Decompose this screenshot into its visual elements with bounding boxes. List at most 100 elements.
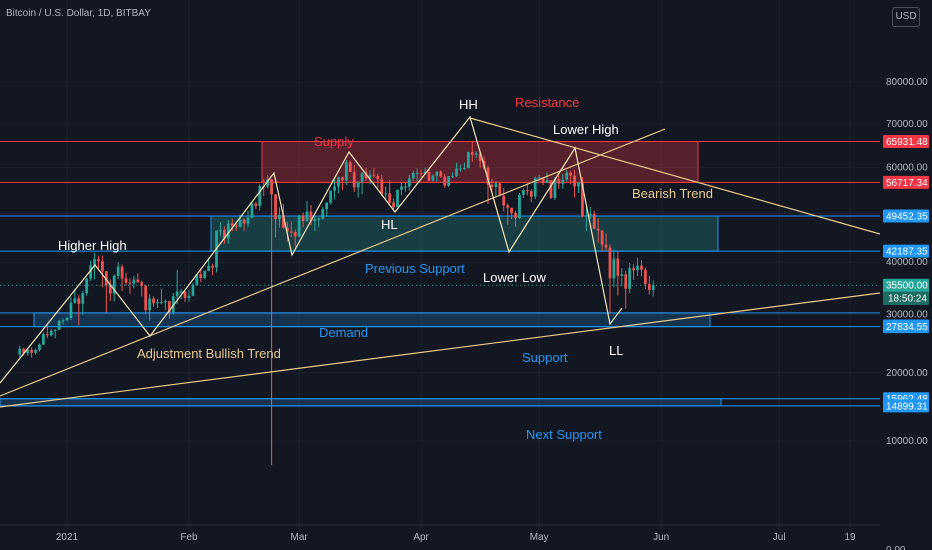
price-tag-label: 49452.35 xyxy=(886,212,928,223)
candle-body xyxy=(187,295,191,298)
candle-body xyxy=(569,172,573,176)
candle-body xyxy=(545,180,549,183)
candle-body xyxy=(392,202,395,208)
x-tick-label: 2021 xyxy=(56,532,79,543)
candle-body xyxy=(447,176,451,186)
x-tick-label: 19 xyxy=(844,532,856,543)
horizontal-levels xyxy=(0,140,880,407)
candle-body xyxy=(557,179,561,184)
candle-body xyxy=(337,177,340,187)
candles xyxy=(18,141,655,466)
price-tag xyxy=(883,134,929,148)
candle-body xyxy=(651,285,655,290)
candle-body xyxy=(636,265,639,271)
grid xyxy=(0,0,880,530)
candle-body xyxy=(577,182,580,187)
label-hl: HL xyxy=(381,217,398,232)
candle-body xyxy=(140,282,144,286)
candle-body xyxy=(376,176,380,180)
candle-body xyxy=(600,230,604,245)
candle-body xyxy=(498,183,502,196)
candle-body xyxy=(211,265,214,268)
candle-body xyxy=(608,247,612,279)
candle-body xyxy=(282,214,285,228)
candle-body xyxy=(278,214,281,220)
y-tick-label: 0.00 xyxy=(886,545,906,550)
price-tag-label: 35500.00 xyxy=(886,281,928,292)
annotations: Higher High Adjustment Bullish Trend Suppl… xyxy=(58,95,713,442)
candle-body xyxy=(238,219,242,227)
candle-body xyxy=(451,176,454,178)
candle-body xyxy=(30,349,33,353)
candle-body xyxy=(156,302,159,304)
candle-body xyxy=(219,230,222,232)
candle-body xyxy=(65,317,69,321)
price-tag xyxy=(883,209,929,223)
price-tag-label: 14899.31 xyxy=(886,401,928,412)
y-tick-label: 80000.00 xyxy=(886,77,928,88)
candle-body xyxy=(104,271,108,286)
candle-body xyxy=(400,186,403,190)
candle-body xyxy=(553,179,557,199)
candle-body xyxy=(478,153,482,161)
candle-body xyxy=(171,296,175,313)
candle-body xyxy=(45,334,49,336)
x-tick-label: Jun xyxy=(653,532,669,543)
candle-body xyxy=(640,265,643,270)
candle-body xyxy=(352,172,356,188)
y-tick-label: 20000.00 xyxy=(886,368,928,379)
price-tag xyxy=(883,399,929,413)
candle-body xyxy=(529,191,533,197)
candle-body xyxy=(85,278,89,294)
candle-body xyxy=(128,282,132,284)
candle-body xyxy=(490,184,494,187)
candle-body xyxy=(486,167,490,185)
candle-body xyxy=(89,265,92,279)
candle-body xyxy=(584,215,588,217)
candle-body xyxy=(61,320,65,322)
currency-button[interactable]: USD xyxy=(892,7,920,27)
countdown-label: 18:50:24 xyxy=(888,294,927,305)
candle-body xyxy=(124,278,128,283)
candle-body xyxy=(415,172,419,174)
candle-body xyxy=(455,168,458,177)
candle-body xyxy=(93,259,96,266)
candle-body xyxy=(223,230,226,239)
candle-body xyxy=(26,349,30,354)
candle-body xyxy=(581,182,584,216)
next-support-zone xyxy=(0,398,722,407)
candle-body xyxy=(313,219,317,222)
candle-body xyxy=(384,193,388,195)
zigzag-path xyxy=(0,115,623,384)
candle-body xyxy=(624,274,628,289)
candle-body xyxy=(258,186,262,206)
candle-body xyxy=(348,162,352,173)
candle-body xyxy=(116,266,120,276)
price-tag-label: 27834.55 xyxy=(886,322,928,333)
candle-body xyxy=(407,178,411,187)
candle-body xyxy=(69,302,73,318)
candle-body xyxy=(22,348,26,354)
candle-body xyxy=(404,186,407,188)
candle-body xyxy=(525,190,529,192)
candle-body xyxy=(254,203,258,206)
candle-body xyxy=(329,190,333,203)
candle-body xyxy=(250,203,254,218)
candle-body xyxy=(309,211,313,222)
y-tick-label: 60000.00 xyxy=(886,163,928,174)
bullish-trend-line xyxy=(0,128,666,397)
candle-body xyxy=(195,274,199,286)
label-resistance: Resistance xyxy=(515,95,579,110)
candle-body xyxy=(53,329,57,331)
y-tick-label: 70000.00 xyxy=(886,119,928,130)
candle-body xyxy=(541,177,545,183)
price-tag-label: 42187.35 xyxy=(886,247,928,258)
candle-body xyxy=(57,320,61,330)
candle-body xyxy=(132,279,136,284)
candle-body xyxy=(380,179,384,195)
y-tick-label: 40000.00 xyxy=(886,257,928,268)
label-demand: Demand xyxy=(319,325,368,340)
candle-body xyxy=(470,152,474,155)
candle-body xyxy=(49,330,53,336)
